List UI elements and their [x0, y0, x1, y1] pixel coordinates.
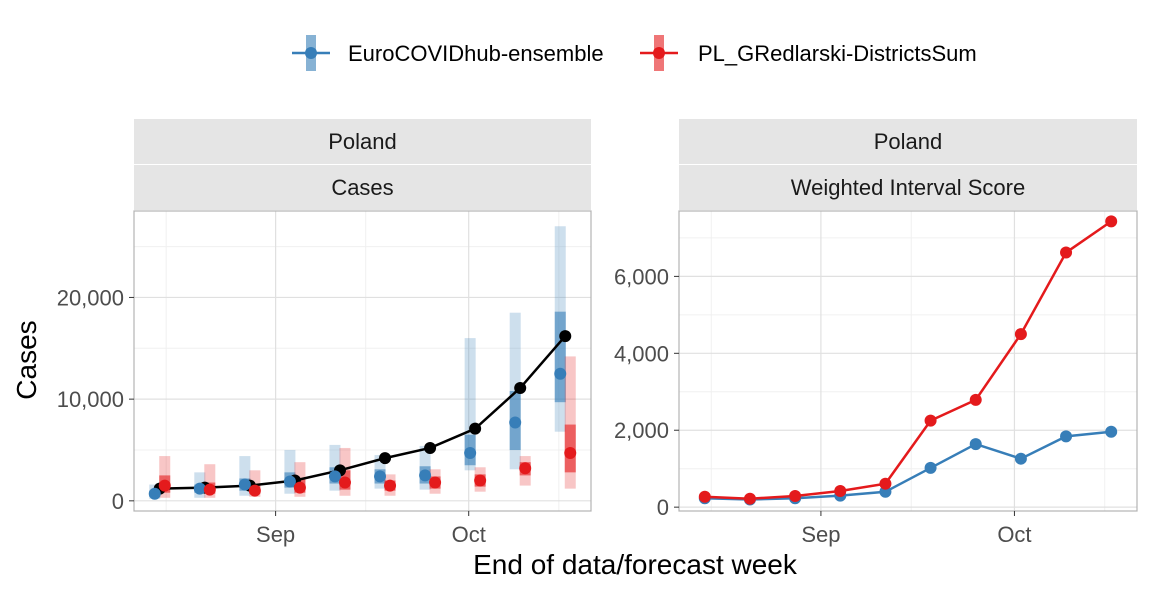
score-point [879, 477, 892, 490]
interval-band [284, 449, 296, 494]
observed-point [424, 441, 437, 454]
strip-country [134, 119, 591, 164]
median-point [158, 479, 171, 492]
score-point [924, 414, 937, 427]
plot-background [134, 211, 591, 511]
interval-band [204, 464, 216, 498]
score-point [1060, 246, 1073, 259]
strip-metric [679, 165, 1137, 210]
y-tick-label: 10,000 [57, 387, 124, 412]
median-point [509, 416, 522, 429]
strip-metric-label: Cases [331, 175, 393, 200]
legend: EuroCOVIDhub-ensemble PL_GRedlarski-Distr… [292, 35, 977, 71]
score-point [1105, 425, 1118, 438]
score-point [969, 393, 982, 406]
x-tick-label: Oct [997, 522, 1031, 547]
median-point [429, 476, 442, 489]
x-tick-label: Oct [452, 522, 486, 547]
series-line [704, 220, 1112, 500]
interval-band [564, 356, 576, 489]
y-tick-label: 2,000 [614, 418, 669, 443]
observed-point [559, 330, 572, 343]
score-point [1014, 328, 1027, 341]
strip-country-label: Poland [874, 129, 943, 154]
score-point [834, 485, 847, 497]
strip-metric [134, 165, 591, 210]
median-point [419, 469, 432, 482]
legend-item: PL_GRedlarski-DistrictsSum [640, 35, 977, 71]
median-point [519, 462, 532, 475]
series-0 [704, 430, 1112, 501]
median-point [338, 476, 351, 489]
score-point [1014, 452, 1027, 465]
observed-point [469, 422, 482, 435]
score-point [1105, 215, 1118, 228]
interval-band [464, 338, 476, 471]
score-point [924, 461, 937, 474]
observed-point [514, 381, 527, 394]
panel-wis: Poland Weighted Interval Score 0 2,000 4,000… [614, 119, 1138, 547]
x-tick-label: Sep [801, 522, 840, 547]
y-tick-label: 6,000 [614, 264, 669, 289]
score-point [698, 490, 711, 503]
strip-country-label: Poland [328, 129, 397, 154]
interval-band [554, 311, 566, 403]
median-point [328, 470, 341, 483]
median-point [193, 482, 206, 495]
median-point [384, 479, 397, 492]
median-point [564, 447, 577, 460]
median-point [238, 478, 251, 491]
y-tick-label: 0 [112, 489, 124, 514]
median-point [474, 474, 487, 487]
panel-border [678, 210, 1138, 512]
strip-metric-label: Weighted Interval Score [791, 175, 1025, 200]
median-point [148, 487, 161, 500]
series-line [704, 430, 1112, 501]
observed-line [159, 335, 567, 490]
legend-item: EuroCOVIDhub-ensemble [292, 35, 604, 71]
series-1 [704, 220, 1112, 500]
median-point [554, 367, 567, 380]
legend-label: PL_GRedlarski-DistrictsSum [698, 41, 977, 66]
legend-key-point [653, 47, 665, 59]
median-point [283, 475, 296, 488]
panel-border [133, 210, 592, 512]
score-point [969, 438, 982, 451]
legend-label: EuroCOVIDhub-ensemble [348, 41, 604, 66]
median-point [464, 447, 477, 460]
median-point [203, 483, 216, 496]
legend-key-point [305, 47, 317, 59]
score-point [789, 490, 802, 502]
median-point [374, 470, 387, 483]
score-point [743, 492, 756, 505]
score-point [1060, 430, 1073, 443]
x-axis-label: End of data/forecast week [473, 549, 798, 580]
strip-country [679, 119, 1137, 164]
interval-band [239, 456, 251, 496]
median-point [248, 484, 261, 497]
y-tick-label: 4,000 [614, 341, 669, 366]
observed-point [379, 452, 392, 465]
y-tick-label: 20,000 [57, 285, 124, 310]
y-tick-label: 0 [657, 495, 669, 520]
median-point [293, 481, 306, 494]
panel-cases: Poland Cases 0 10,000 20,000 Sep Oct [57, 119, 592, 547]
x-tick-label: Sep [256, 522, 295, 547]
y-axis-label: Cases [11, 320, 42, 399]
